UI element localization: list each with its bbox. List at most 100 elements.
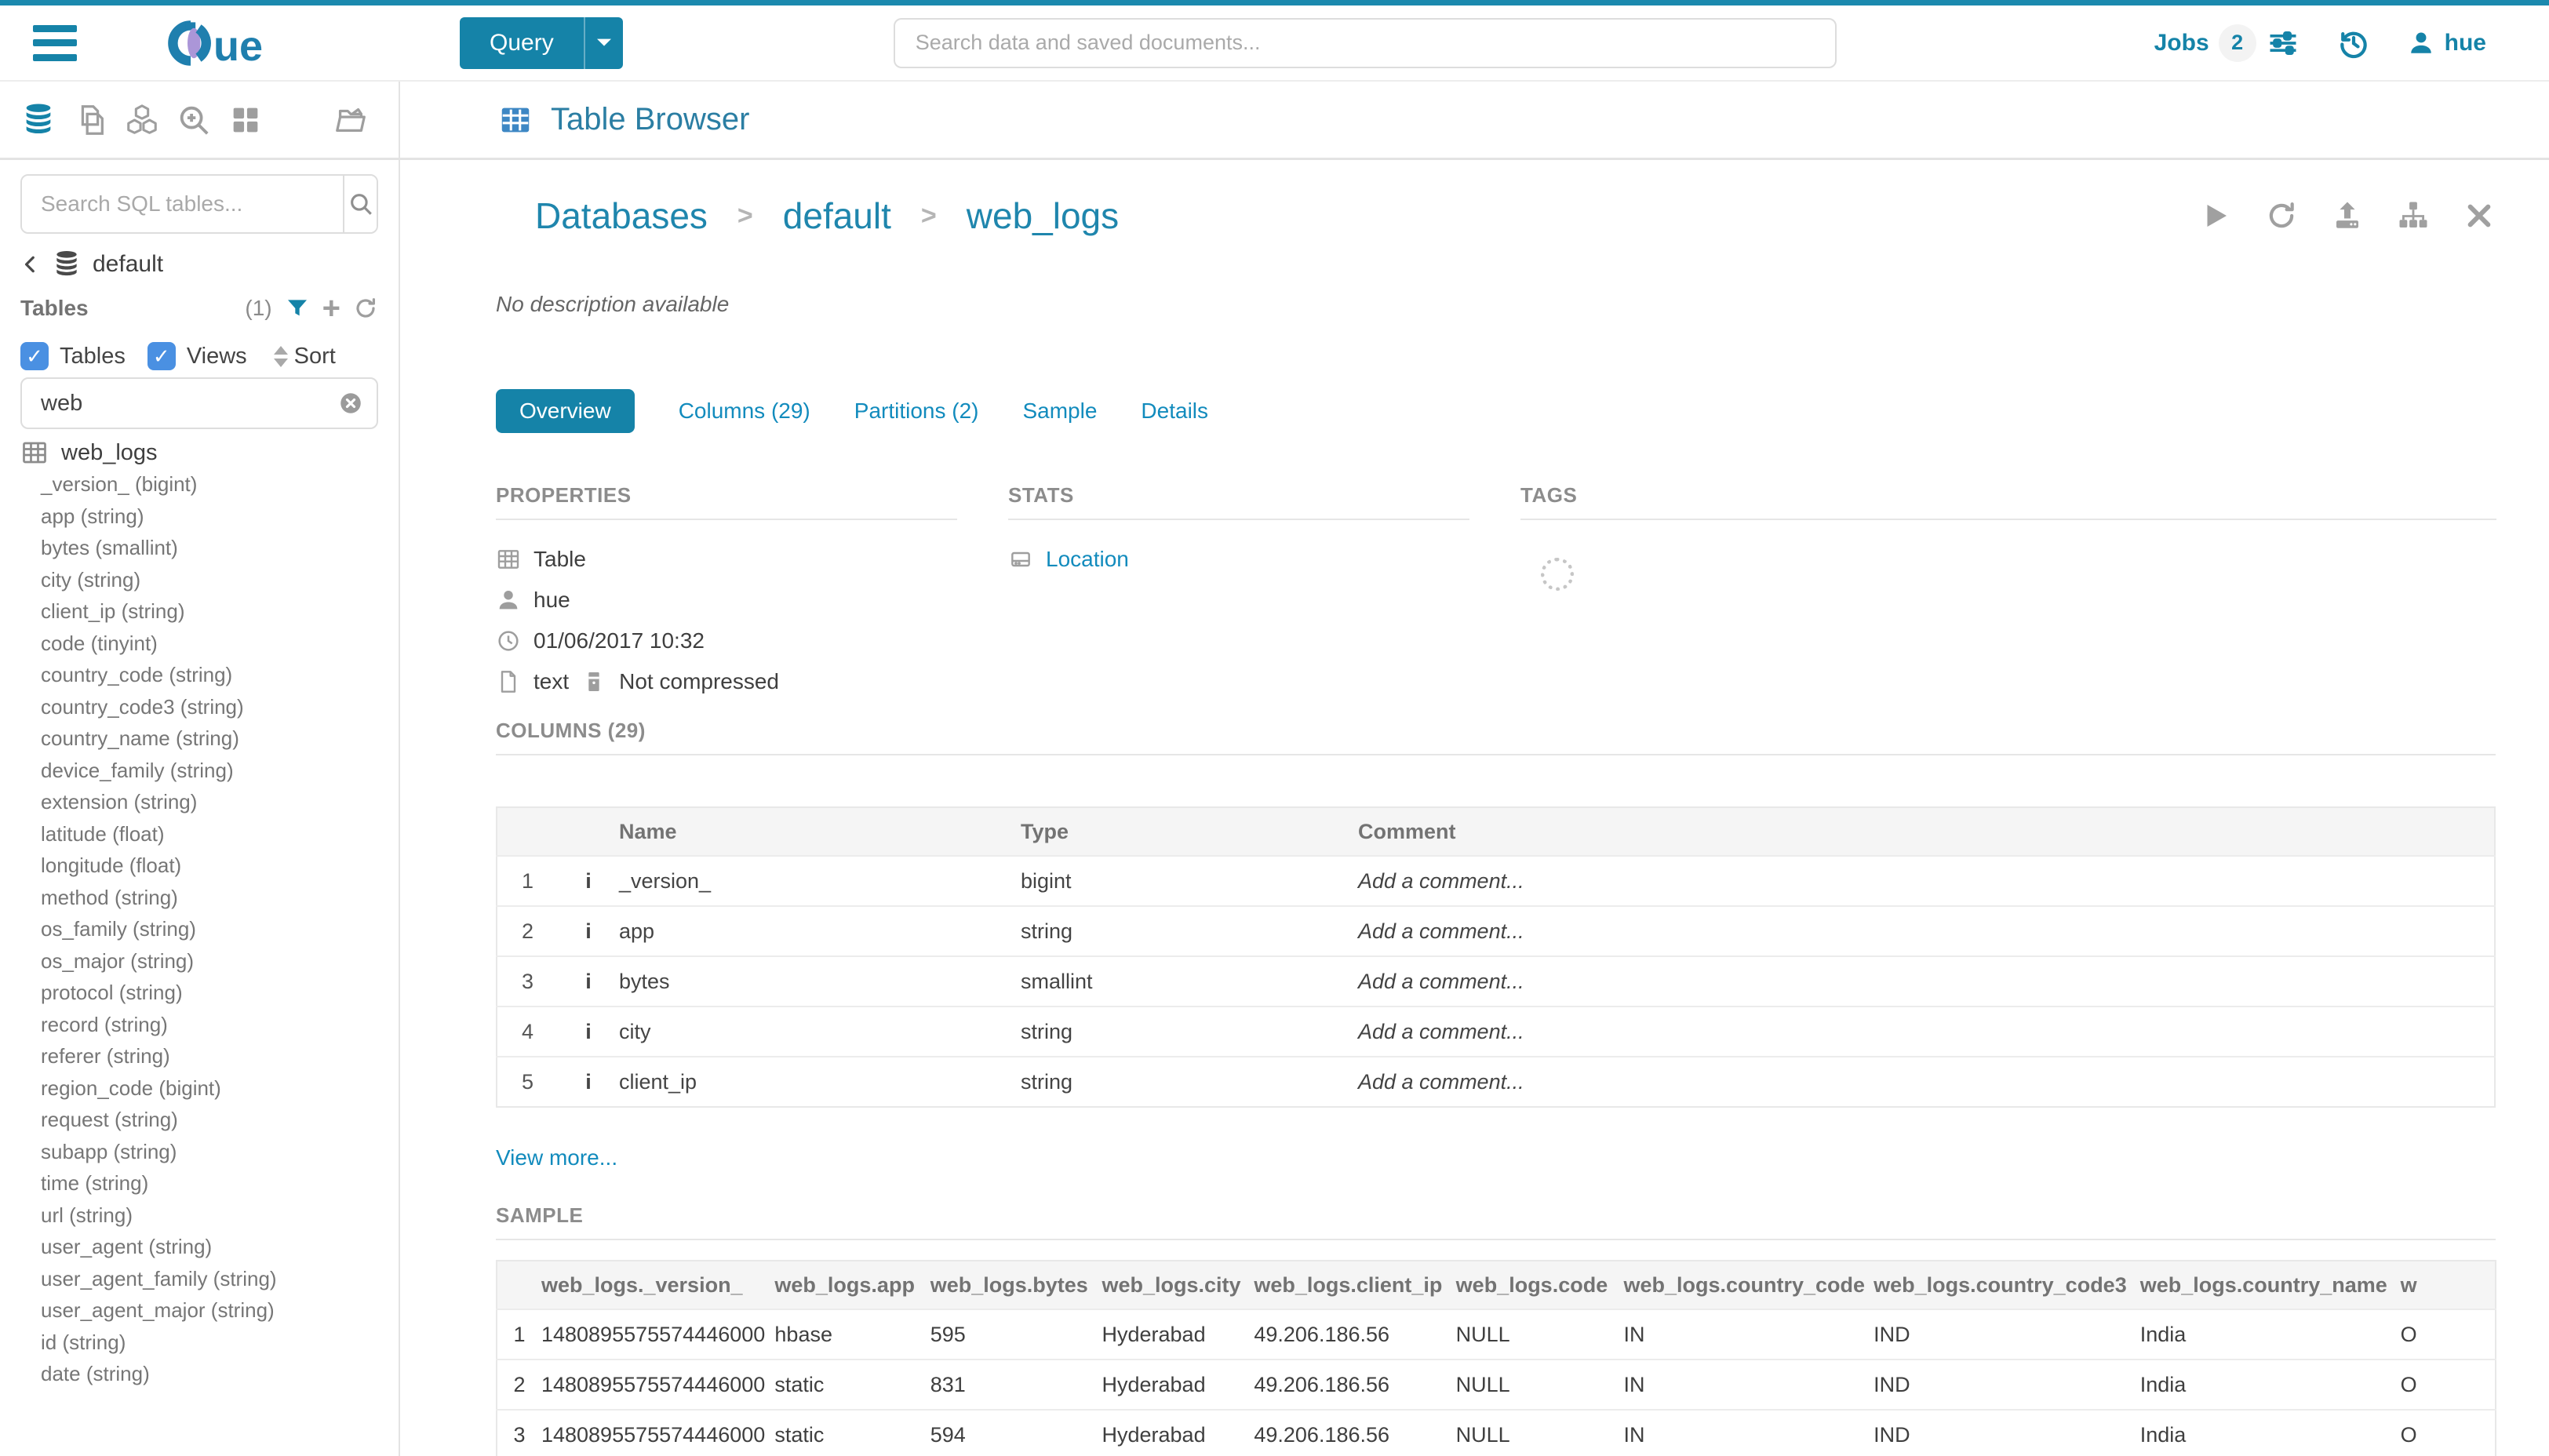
info-icon[interactable]: i [585, 919, 592, 943]
sidebar-table-web-logs[interactable]: web_logs [20, 437, 399, 468]
sample-cell: 594 [930, 1422, 966, 1447]
tab-details[interactable]: Details [1141, 399, 1209, 423]
sample-table-row: 2 1480895575574446000 static 831 Hyderabad 49… [497, 1360, 2496, 1410]
table-description[interactable]: No description available [496, 292, 730, 316]
views-checkbox-label[interactable]: Views [186, 343, 247, 369]
assist-column-item[interactable]: subapp (string) [41, 1139, 177, 1163]
property-type: Table [496, 544, 957, 575]
global-search-input[interactable] [893, 17, 1837, 68]
info-icon[interactable]: i [585, 1069, 592, 1094]
table-filter-input[interactable] [20, 377, 378, 429]
column-comment-input[interactable]: Add a comment... [1358, 1019, 1524, 1043]
clear-filter-icon[interactable] [337, 390, 364, 417]
property-format-value: text [533, 669, 570, 693]
info-icon[interactable]: i [585, 969, 592, 993]
assist-column-item[interactable]: latitude (float) [41, 821, 165, 846]
column-comment-input[interactable]: Add a comment... [1358, 969, 1524, 993]
assist-column-item[interactable]: os_family (string) [41, 917, 196, 941]
assist-column-item[interactable]: longitude (float) [41, 854, 182, 877]
content-header: Table Browser [400, 82, 2549, 160]
column-type: smallint [1021, 969, 1093, 993]
info-icon[interactable]: i [585, 868, 592, 893]
assist-column-item[interactable]: device_family (string) [41, 758, 234, 782]
assist-column-item[interactable]: referer (string) [41, 1044, 170, 1068]
column-name-link[interactable]: bytes [619, 969, 670, 993]
col-header-type: Type [1021, 819, 1069, 843]
tables-checkbox[interactable]: ✓ [20, 342, 49, 370]
tags-section: TAGS [1520, 483, 2496, 697]
assist-column-item[interactable]: country_name (string) [41, 726, 239, 750]
sample-cell: NULL [1455, 1322, 1510, 1346]
sample-table-row: 1 1480895575574446000 hbase 595 Hyderabad 49.… [497, 1309, 2496, 1360]
tables-checkbox-label[interactable]: Tables [60, 343, 126, 369]
row-number: 2 [513, 1372, 526, 1396]
assist-column-item[interactable]: protocol (string) [41, 981, 183, 1004]
assist-column-item[interactable]: client_ip (string) [41, 599, 185, 623]
tab-overview[interactable]: Overview [496, 389, 635, 433]
tab-partitions-2[interactable]: Partitions (2) [854, 399, 979, 423]
column-name-link[interactable]: app [619, 919, 655, 943]
views-checkbox[interactable]: ✓ [147, 342, 176, 370]
add-table-icon[interactable]: + [322, 291, 340, 326]
assist-column-item[interactable]: bytes (smallint) [41, 536, 178, 559]
assist-search-input[interactable] [22, 176, 343, 232]
property-type-value: Table [533, 547, 586, 571]
assist-column-item[interactable]: id (string) [41, 1330, 126, 1354]
assist-column-item[interactable]: url (string) [41, 1203, 133, 1227]
assist-column-item[interactable]: date (string) [41, 1362, 150, 1385]
assist-column-item[interactable]: country_code3 (string) [41, 694, 244, 719]
database-name[interactable]: default [93, 251, 164, 277]
assist-column-item[interactable]: region_code (bigint) [41, 1076, 221, 1100]
sample-cell: static [774, 1422, 825, 1447]
assist-column-item[interactable]: code (tinyint) [41, 631, 158, 655]
assist-search-button[interactable] [343, 176, 377, 232]
user-menu[interactable]: hue [2407, 29, 2486, 57]
sample-cell: static [774, 1372, 825, 1396]
jobs-link[interactable]: Jobs 2 [2154, 24, 2300, 62]
query-dropdown-caret[interactable] [583, 16, 623, 69]
sidebar-table-name: web_logs [61, 439, 158, 465]
column-type: string [1021, 919, 1073, 943]
location-link[interactable]: Location [1046, 547, 1129, 571]
info-icon[interactable]: i [585, 1019, 592, 1043]
assist-column-item[interactable]: user_agent_family (string) [41, 1266, 277, 1290]
assist-column-item[interactable]: user_agent (string) [41, 1235, 213, 1258]
assist-column-item[interactable]: method (string) [41, 885, 178, 909]
column-name-link[interactable]: city [619, 1019, 651, 1043]
hamburger-menu-button[interactable] [33, 24, 77, 61]
tab-columns-29[interactable]: Columns (29) [678, 399, 810, 423]
hue-logo[interactable]: ue [168, 20, 303, 66]
assist-column-item[interactable]: city (string) [41, 567, 141, 592]
column-type: bigint [1021, 868, 1072, 893]
sample-cell: 1480895575574446000 [541, 1372, 766, 1396]
column-comment-input[interactable]: Add a comment... [1358, 1069, 1524, 1094]
column-name-link[interactable]: _version_ [619, 868, 712, 893]
assist-column-item[interactable]: country_code (string) [41, 663, 233, 686]
assist-column-item[interactable]: extension (string) [41, 790, 198, 814]
col-header-name: Name [619, 819, 677, 843]
sample-table-wrap: web_logs._version_ web_logs.app web_logs.b… [496, 1260, 2496, 1456]
assist-column-item[interactable]: user_agent_major (string) [41, 1298, 275, 1322]
column-name-link[interactable]: client_ip [619, 1069, 697, 1094]
view-more-link[interactable]: View more... [496, 1145, 618, 1170]
sample-cell: 595 [930, 1322, 966, 1346]
assist-column-item[interactable]: request (string) [41, 1108, 178, 1131]
column-comment-input[interactable]: Add a comment... [1358, 919, 1524, 943]
properties-title: PROPERTIES [496, 483, 632, 507]
tab-sample[interactable]: Sample [1022, 399, 1098, 423]
breadcrumb-databases[interactable]: Databases [535, 195, 708, 236]
assist-column-item[interactable]: os_major (string) [41, 948, 195, 973]
breadcrumb-web-logs[interactable]: web_logs [966, 195, 1120, 236]
sort-control[interactable]: Sort [273, 344, 336, 369]
assist-column-item[interactable]: record (string) [41, 1012, 168, 1036]
column-comment-input[interactable]: Add a comment... [1358, 868, 1524, 893]
row-number: 1 [513, 1322, 526, 1346]
breadcrumb-default[interactable]: default [782, 195, 891, 236]
assist-column-item[interactable]: _version_ (bigint) [41, 472, 198, 496]
sample-cell: Hyderabad [1102, 1372, 1206, 1396]
assist-column-item[interactable]: app (string) [41, 504, 144, 528]
query-button[interactable]: Query [460, 16, 584, 69]
loading-spinner [1541, 558, 1574, 591]
assist-column-item[interactable]: time (string) [41, 1171, 149, 1195]
sample-header-cell: web_logs.code [1455, 1272, 1608, 1297]
